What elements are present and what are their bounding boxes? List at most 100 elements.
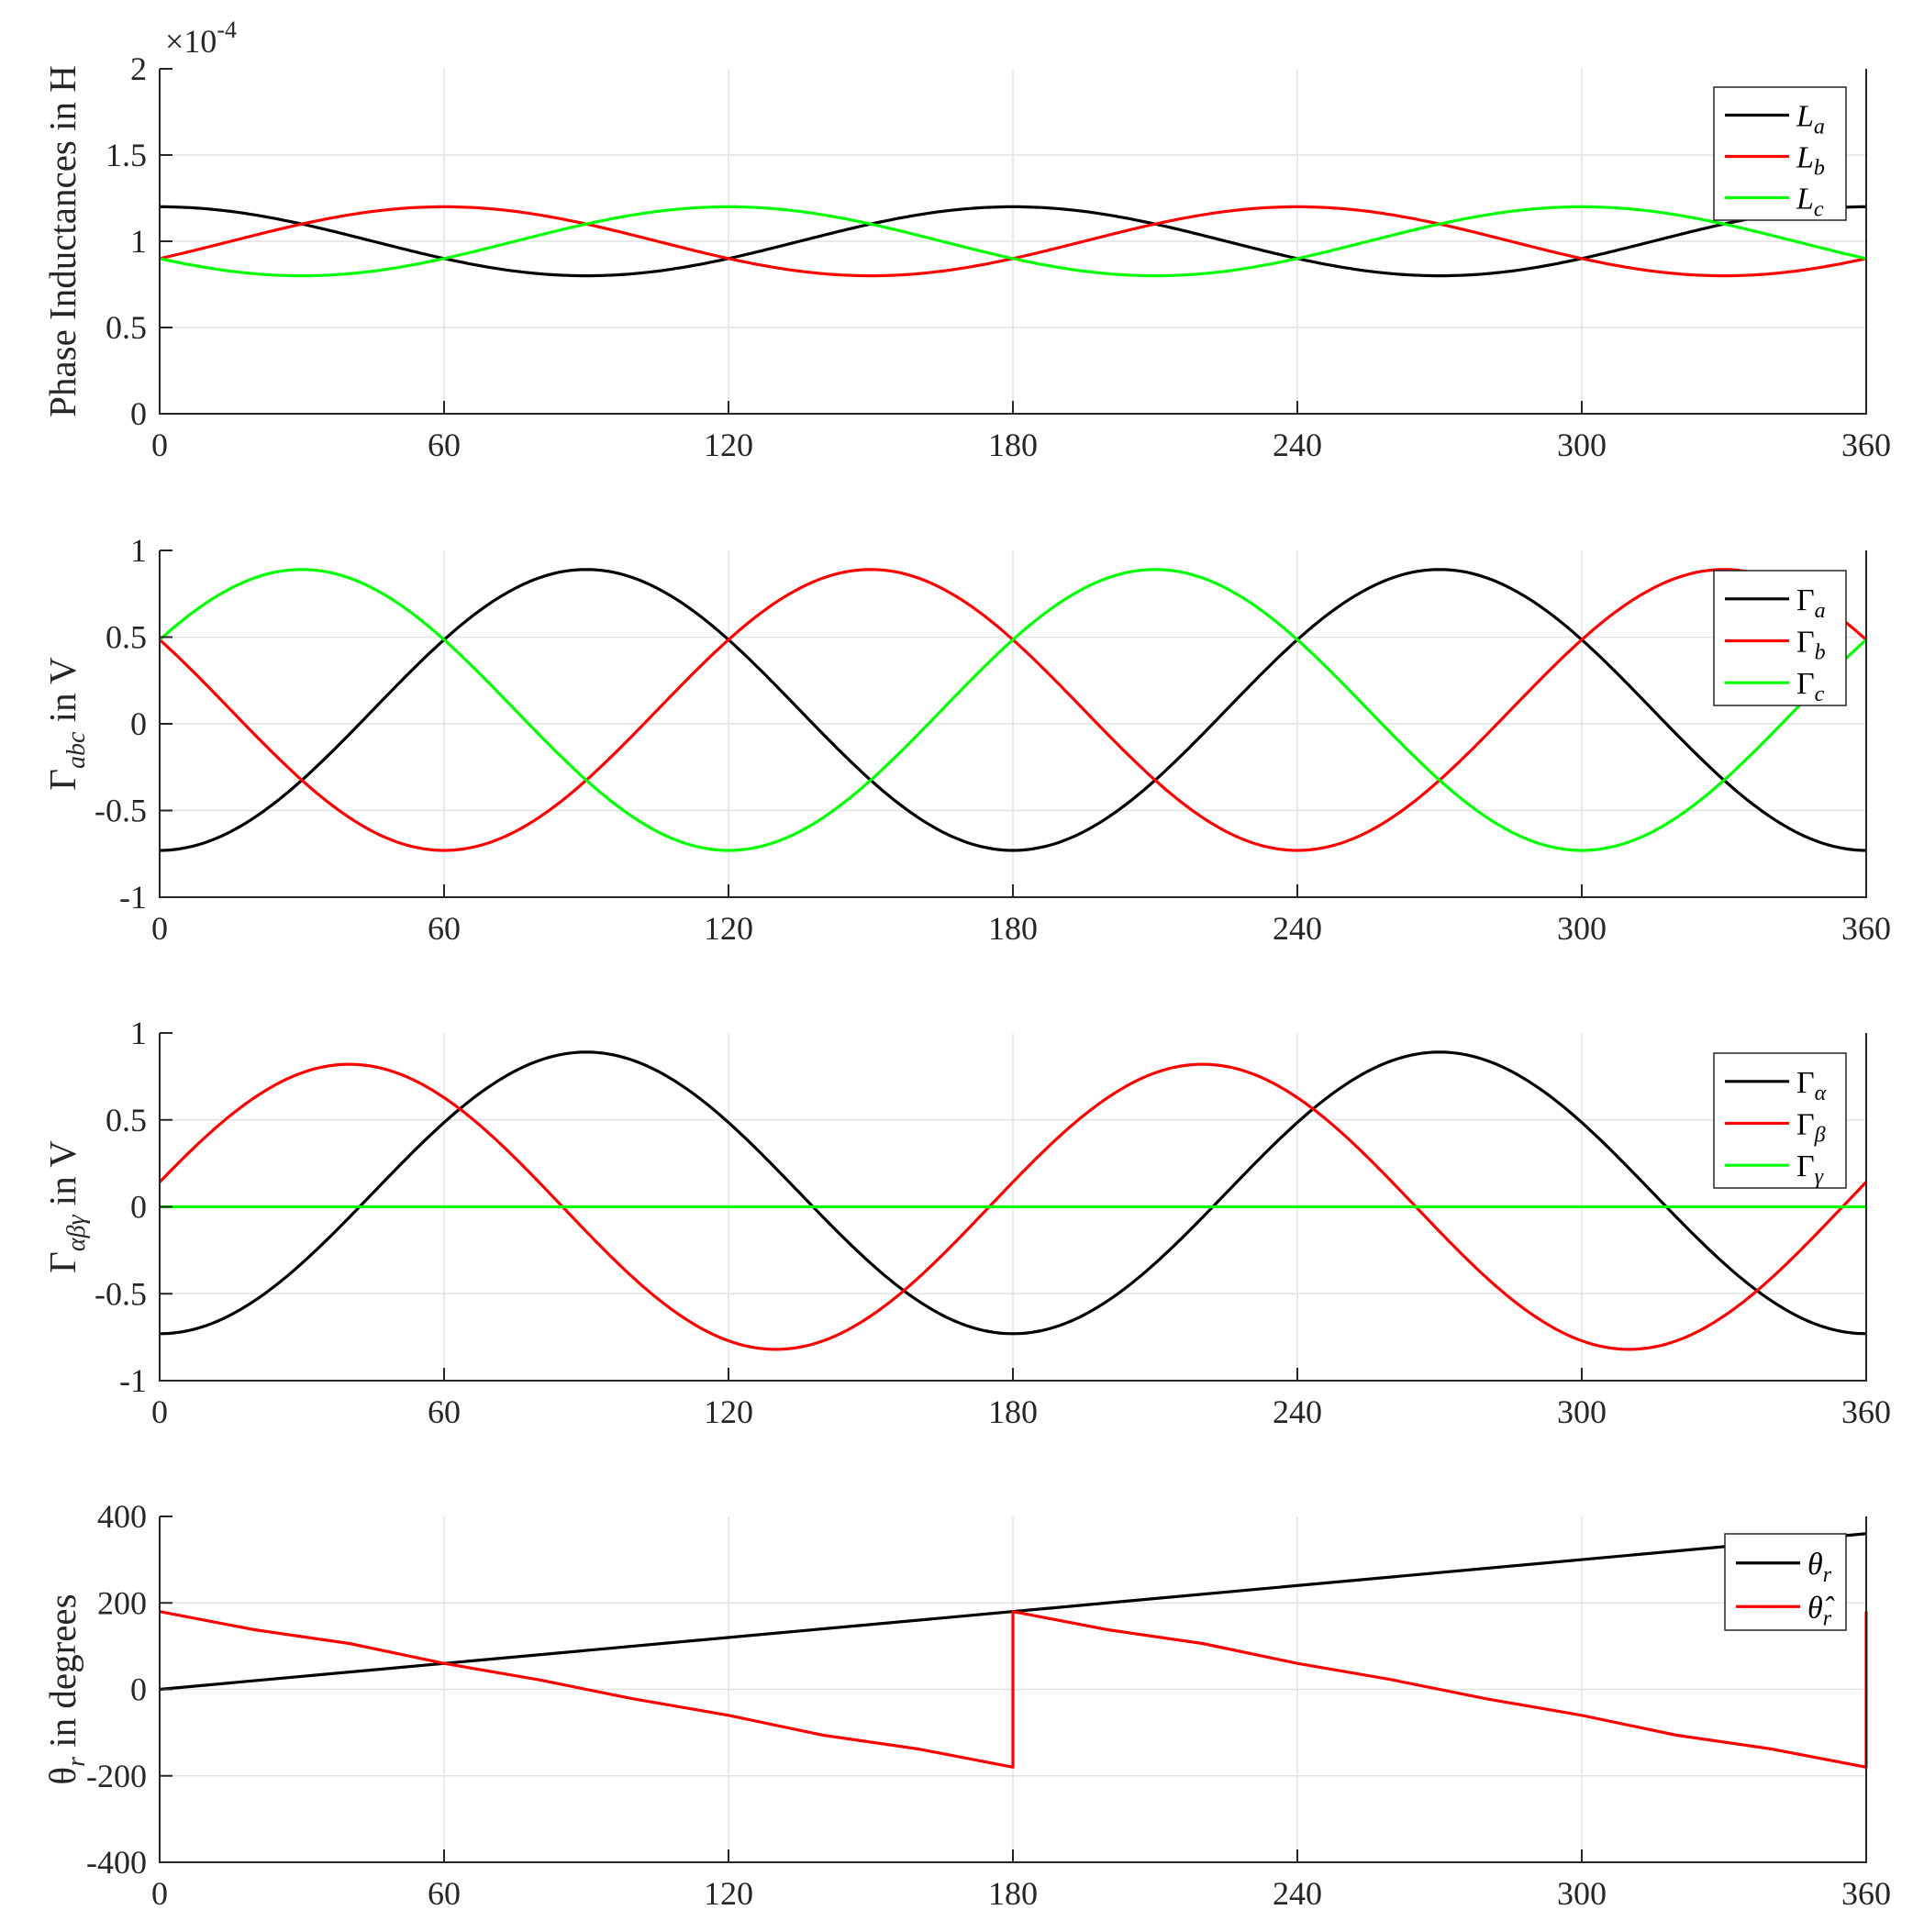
legend-label-symbol: Γ [1796,1108,1815,1142]
legend-label-b: Γb [1796,626,1826,665]
x-tick-label: 300 [1557,427,1607,463]
legend-label-subscript: c [1815,683,1825,706]
y-axis-label-main: θ [41,1767,83,1785]
x-tick-label: 300 [1557,1393,1607,1430]
y-tick-label: 0 [130,1189,147,1226]
legend-label-a: La [1796,100,1825,139]
y-axis-label: θr in degrees [41,1593,91,1784]
x-tick-label: 300 [1557,910,1607,947]
series-line-α [159,1050,1867,1336]
y-axis-label-suffix: in degrees [41,1593,83,1757]
y-axis-label-main: Phase Inductances in H [41,65,83,417]
y-tick-label: 0.5 [106,619,147,656]
legend-label-a: Γa [1796,583,1826,623]
x-tick-label: 0 [151,910,168,947]
y-axis-label-suffix: in V [41,1140,83,1216]
legend-label-symbol: Γ [1796,1149,1815,1183]
legend-box [1724,1533,1847,1631]
y-tick-label: 1 [130,223,147,260]
subplot-1: 0 60 120 180 240 300 360 0 0.5 1 1.5 2 ×10-4 Phase In… [41,17,1891,463]
y-tick-label: 0 [130,705,147,742]
legend-label-symbol: θ [1807,1548,1823,1582]
legend-box [1713,1052,1847,1189]
x-tick-label: 300 [1557,1875,1607,1912]
x-tick-label: 0 [151,1875,168,1912]
y-tick-label: -400 [86,1844,147,1881]
series-line-c [158,568,1868,852]
legend-box [1713,86,1847,221]
y-axis-label-sub: r [62,1757,91,1767]
y-tick-label: 1 [130,532,147,569]
x-tick-label: 180 [988,1393,1038,1430]
x-tick-label: 180 [988,910,1038,947]
x-tick-label: 60 [428,427,461,463]
x-tick-label: 120 [704,910,753,947]
x-tick-label: 360 [1841,1393,1891,1430]
legend-label-subscript: β [1814,1124,1826,1148]
legend-label-symbol: L [1796,100,1814,134]
legend-label-subscript: b [1815,641,1826,665]
y-multiplier-base: ×10 [165,23,217,60]
y-axis-label-main: Γ [41,769,83,791]
y-tick-label: -0.5 [95,793,147,829]
legend-label-subscript: a [1814,116,1825,139]
legend-label-subscript: α [1815,1082,1827,1105]
legend: θrθ̂r [1724,1533,1847,1631]
y-tick-label: -0.5 [95,1275,147,1312]
y-tick-label: 1.5 [106,137,147,173]
x-tick-label: 0 [151,1393,168,1430]
legend-label-subscript: b [1814,157,1825,181]
y-axis-label-sub: abc [62,731,91,769]
series-line-c [159,205,1867,278]
series-line-β [158,1062,1868,1351]
y-axis-label-main: Γ [41,1251,83,1273]
legend-label-subscript: r [1823,1606,1832,1630]
x-tick-label: 240 [1273,910,1322,947]
legend-label-subscript: c [1814,198,1824,222]
legend-label-c: Γc [1796,667,1825,706]
y-tick-label: 1 [130,1015,147,1051]
y-tick-label: 0.5 [106,309,147,346]
y-tick-label: 0 [130,395,147,432]
y-tick-label: 0.5 [106,1102,147,1138]
y-tick-label: -1 [119,1362,147,1399]
legend-label-symbol: Γ [1796,667,1815,701]
x-tick-label: 0 [151,427,168,463]
x-tick-label: 120 [704,1875,753,1912]
legend-label-γ: Γγ [1796,1149,1824,1189]
legend-label-β: Γβ [1796,1108,1826,1148]
x-tick-label: 360 [1841,427,1891,463]
y-axis-label: Γαβγ in V [41,1140,91,1273]
legend-label-subscript: γ [1815,1165,1824,1189]
legend-label-symbol: Γ [1796,626,1815,660]
y-tick-label: 200 [97,1584,147,1621]
x-tick-label: 60 [428,1875,461,1912]
y-axis-label-suffix: in V [41,657,83,732]
y-tick-label: 0 [130,1671,147,1708]
x-tick-label: 360 [1841,910,1891,947]
legend-label-b: Lb [1796,141,1825,181]
x-tick-label: 120 [704,427,753,463]
legend-box [1713,570,1847,706]
y-axis-label: Γabc in V [41,657,91,791]
legend-label-r: θr [1807,1548,1832,1587]
y-multiplier: ×10-4 [165,17,237,60]
legend-label-subscript: r [1823,1563,1832,1587]
legend-label-symbol: Γ [1796,583,1815,617]
y-multiplier-exponent: -4 [217,17,237,43]
x-tick-label: 180 [988,427,1038,463]
y-tick-label: 2 [130,50,147,87]
x-tick-label: 240 [1273,1875,1322,1912]
series-line-r [159,1610,1868,1769]
x-tick-label: 240 [1273,427,1322,463]
x-tick-label: 240 [1273,1393,1322,1430]
legend-label-c: Lc [1796,183,1824,222]
x-tick-label: 120 [704,1393,753,1430]
